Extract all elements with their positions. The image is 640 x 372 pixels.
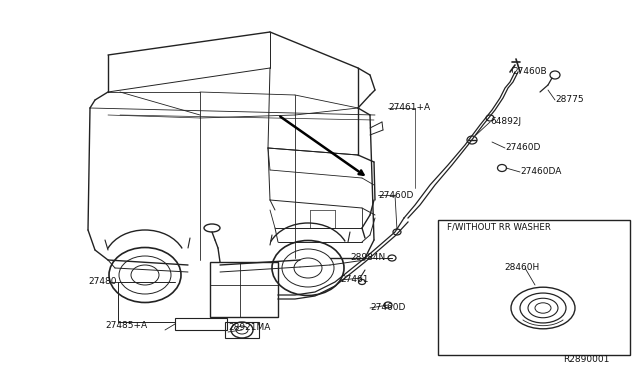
Text: 64892J: 64892J <box>490 118 521 126</box>
Text: 28921MA: 28921MA <box>228 324 270 333</box>
Ellipse shape <box>388 255 396 261</box>
Ellipse shape <box>467 136 477 144</box>
Text: 27480: 27480 <box>88 278 116 286</box>
Text: 27461: 27461 <box>340 276 369 285</box>
Bar <box>225 322 259 338</box>
Ellipse shape <box>486 115 494 121</box>
Ellipse shape <box>393 229 401 235</box>
Bar <box>210 262 278 317</box>
Text: 28984N: 28984N <box>350 253 385 263</box>
Text: 27460B: 27460B <box>512 67 547 77</box>
Text: 27460DA: 27460DA <box>520 167 561 176</box>
Text: 27460D: 27460D <box>378 190 413 199</box>
Ellipse shape <box>384 302 392 308</box>
Ellipse shape <box>497 164 506 171</box>
Text: 27485+A: 27485+A <box>105 321 147 330</box>
Text: R2890001: R2890001 <box>564 356 610 365</box>
Text: 28460H: 28460H <box>504 263 540 273</box>
Text: 28775: 28775 <box>555 96 584 105</box>
Text: 27460D: 27460D <box>505 144 540 153</box>
Text: 27460D: 27460D <box>370 304 405 312</box>
Bar <box>175 318 227 330</box>
Bar <box>438 220 630 355</box>
Text: F/WITHOUT RR WASHER: F/WITHOUT RR WASHER <box>447 222 551 231</box>
Text: 27461+A: 27461+A <box>388 103 430 112</box>
Ellipse shape <box>358 279 365 285</box>
